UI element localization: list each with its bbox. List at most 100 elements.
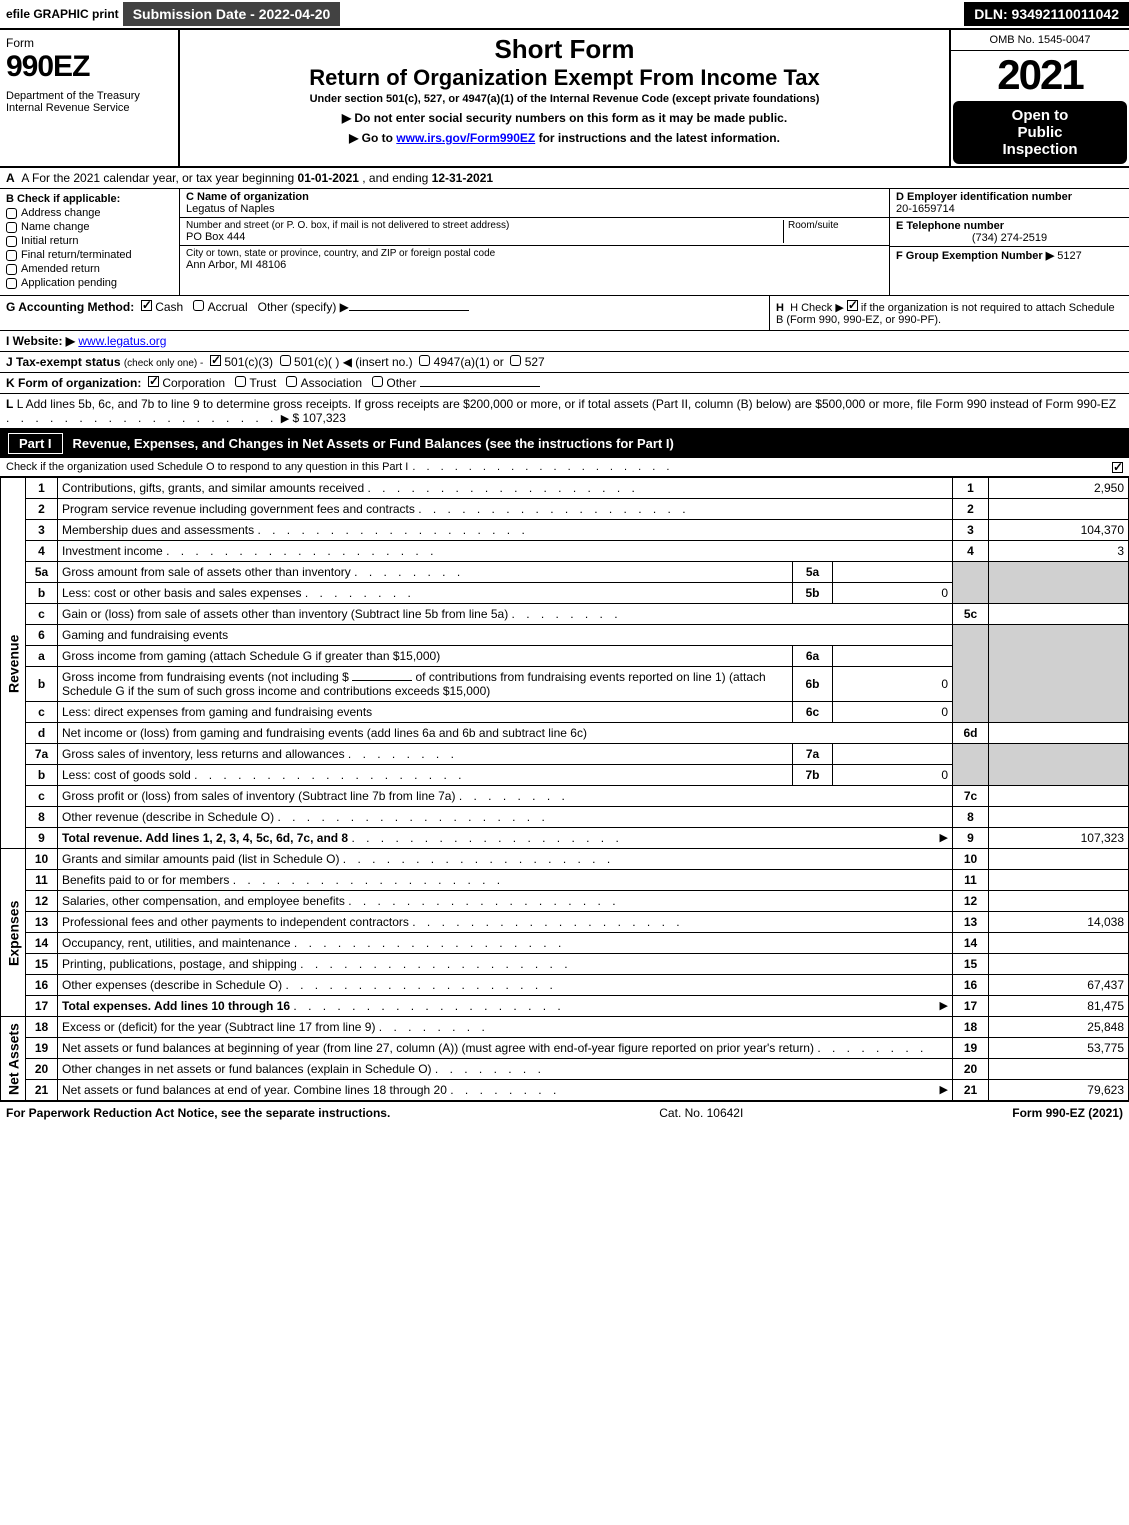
chk-501c3[interactable] — [210, 355, 221, 366]
website-link[interactable]: www.legatus.org — [78, 334, 166, 348]
row-16-val: 67,437 — [989, 975, 1129, 996]
other-method-input[interactable] — [349, 310, 469, 311]
dots: . . . . . . . . — [512, 607, 622, 621]
gross-receipts-value: $ 107,323 — [293, 411, 346, 425]
row-5b-desc: Less: cost or other basis and sales expe… — [62, 586, 301, 600]
chk-corporation[interactable] — [148, 376, 159, 387]
row-1-num: 1 — [26, 478, 58, 499]
row-8-num: 8 — [26, 807, 58, 828]
footer-form-id: Form 990-EZ (2021) — [1012, 1106, 1123, 1120]
revenue-section-label: Revenue — [1, 478, 26, 849]
fundraising-amount-input[interactable] — [352, 680, 412, 681]
chk-cash[interactable] — [141, 300, 152, 311]
chk-accrual[interactable] — [193, 300, 204, 311]
chk-final-return[interactable] — [6, 250, 17, 261]
dots: . . . . . . . . — [348, 747, 458, 761]
row-6a-num: a — [26, 646, 58, 667]
dots: . . . . . . . . . . . . . . . . . . . — [343, 852, 614, 866]
chk-schedule-o-used[interactable] — [1112, 462, 1123, 473]
lbl-amended-return: Amended return — [21, 263, 100, 275]
part1-header: Part I Revenue, Expenses, and Changes in… — [0, 429, 1129, 458]
dots: . . . . . . . . . . . . . . . . . . . — [412, 915, 683, 929]
chk-4947a1[interactable] — [419, 355, 430, 366]
row-8-val — [989, 807, 1129, 828]
dots: . . . . . . . . . . . . . . . . . . . — [233, 873, 504, 887]
chk-association[interactable] — [286, 376, 297, 387]
chk-address-change[interactable] — [6, 208, 17, 219]
row-2-desc: Program service revenue including govern… — [62, 502, 415, 516]
form-table: Revenue 1 Contributions, gifts, grants, … — [0, 477, 1129, 1101]
row-16-desc: Other expenses (describe in Schedule O) — [62, 978, 282, 992]
chk-initial-return[interactable] — [6, 236, 17, 247]
shaded-cell — [989, 625, 1129, 646]
row-12-col: 12 — [953, 891, 989, 912]
row-4-val: 3 — [989, 541, 1129, 562]
org-name: Legatus of Naples — [186, 203, 883, 215]
short-form-title: Short Form — [190, 34, 939, 65]
lbl-527: 527 — [525, 355, 545, 369]
row-19-desc: Net assets or fund balances at beginning… — [62, 1041, 814, 1055]
row-19-col: 19 — [953, 1038, 989, 1059]
chk-name-change[interactable] — [6, 222, 17, 233]
form-word: Form — [6, 36, 172, 50]
row-3-num: 3 — [26, 520, 58, 541]
row-6-num: 6 — [26, 625, 58, 646]
dots: . . . . . . . . — [435, 1062, 545, 1076]
row-6b-num: b — [26, 667, 58, 702]
chk-527[interactable] — [510, 355, 521, 366]
row-21-col: 21 — [953, 1080, 989, 1101]
dots: . . . . . . . . — [450, 1083, 560, 1097]
row-5a-desc: Gross amount from sale of assets other t… — [62, 565, 351, 579]
dots: . . . . . . . . . . . . . . . . . . . — [166, 544, 437, 558]
lbl-501c3: 501(c)(3) — [224, 355, 273, 369]
row-5c-col: 5c — [953, 604, 989, 625]
arrow-icon: ▶ — [940, 831, 948, 844]
section-bcd: B Check if applicable: Address change Na… — [0, 189, 1129, 296]
row-15-val — [989, 954, 1129, 975]
open-to-public: Open to Public Inspection — [953, 101, 1127, 164]
chk-schedule-b-not-required[interactable] — [847, 300, 858, 311]
chk-amended-return[interactable] — [6, 264, 17, 275]
chk-trust[interactable] — [235, 376, 246, 387]
dots: . . . . . . . . . . . . . . . . . . . — [300, 957, 571, 971]
row-11-num: 11 — [26, 870, 58, 891]
chk-501c[interactable] — [280, 355, 291, 366]
line-l: L L Add lines 5b, 6c, and 7b to line 9 t… — [0, 394, 1129, 429]
row-20-col: 20 — [953, 1059, 989, 1080]
row-21-desc: Net assets or fund balances at end of ye… — [62, 1083, 447, 1097]
row-6c-num: c — [26, 702, 58, 723]
part1-sub: Check if the organization used Schedule … — [0, 458, 1129, 477]
line-a-pre: A For the 2021 calendar year, or tax yea… — [21, 171, 297, 185]
line-a-mid: , and ending — [359, 171, 432, 185]
row-12-num: 12 — [26, 891, 58, 912]
row-6d-num: d — [26, 723, 58, 744]
row-20-num: 20 — [26, 1059, 58, 1080]
row-10-val — [989, 849, 1129, 870]
street-address: PO Box 444 — [186, 231, 783, 243]
row-17-desc: Total expenses. Add lines 10 through 16 — [62, 999, 290, 1013]
shaded-cell — [953, 702, 989, 723]
irs-link[interactable]: www.irs.gov/Form990EZ — [396, 131, 535, 145]
dots: . . . . . . . . . . . . . . . . . . . — [293, 999, 564, 1013]
efile-print-link[interactable]: efile GRAPHIC print — [6, 7, 119, 21]
chk-other-org[interactable] — [372, 376, 383, 387]
row-5b-subnum: 5b — [793, 583, 833, 604]
row-21-num: 21 — [26, 1080, 58, 1101]
lbl-application-pending: Application pending — [21, 277, 117, 289]
shaded-cell — [953, 646, 989, 667]
chk-application-pending[interactable] — [6, 278, 17, 289]
part1-title: Revenue, Expenses, and Changes in Net As… — [73, 436, 674, 451]
dots: . . . . . . . . . . . . . . . . . . . — [412, 461, 673, 473]
tax-exempt-hint: (check only one) - — [124, 358, 203, 369]
row-6c-subnum: 6c — [793, 702, 833, 723]
omb-number: OMB No. 1545-0047 — [951, 30, 1129, 51]
row-7a-num: 7a — [26, 744, 58, 765]
dots: . . . . . . . . . . . . . . . . . . . — [277, 810, 548, 824]
phone-label: E Telephone number — [896, 220, 1123, 232]
lbl-final-return: Final return/terminated — [21, 249, 132, 261]
row-18-desc: Excess or (deficit) for the year (Subtra… — [62, 1020, 375, 1034]
row-2-num: 2 — [26, 499, 58, 520]
shaded-cell — [989, 667, 1129, 702]
other-org-input[interactable] — [420, 386, 540, 387]
row-6d-val — [989, 723, 1129, 744]
